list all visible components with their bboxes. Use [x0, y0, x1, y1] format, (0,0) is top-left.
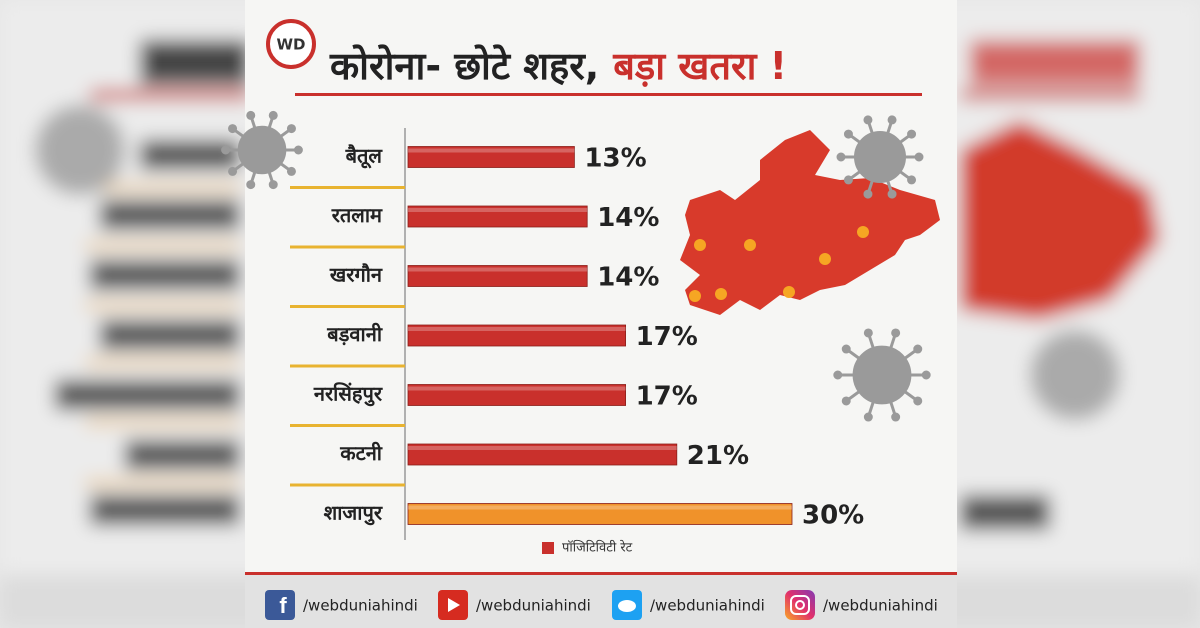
category-label: कटनी [339, 441, 383, 465]
virus-body [852, 345, 912, 405]
bar [407, 503, 793, 525]
virus-knob [228, 124, 238, 134]
virus-icons [221, 110, 931, 422]
virus-knob [863, 115, 873, 125]
bar-shine [408, 386, 626, 391]
bar-shine [408, 446, 677, 450]
footer-link: /webduniahindi [823, 597, 938, 615]
category-label: शाजापुर [324, 501, 383, 526]
footer-bar [245, 575, 957, 628]
map [680, 130, 940, 315]
category-label: बड़वानी [326, 322, 383, 346]
virus-knob [887, 115, 897, 125]
logo-text: WD [277, 36, 306, 54]
facebook-icon [265, 590, 295, 620]
chart-title: कोरोना- छोटे शहर, बड़ा खतरा ! [329, 44, 787, 88]
row-separator [290, 424, 405, 427]
virus-knob [286, 124, 296, 134]
virus-knob [843, 129, 853, 139]
svg-text:f: f [279, 593, 287, 618]
virus-knob [921, 370, 931, 380]
title-underline [295, 93, 922, 96]
footer-icons: f [265, 590, 815, 620]
virus-knob [228, 166, 238, 176]
plot: बैतूल 13% रतलाम 14% खरगौन 14% बड़वानी 17% नरसिंह… [290, 144, 864, 531]
bar [407, 384, 627, 406]
virus-knob [887, 189, 897, 199]
value-label: 30% [802, 501, 864, 531]
virus-knob [913, 396, 923, 406]
virus-knob [841, 344, 851, 354]
value-label: 14% [597, 203, 659, 233]
bar [407, 146, 575, 168]
logo: WD [266, 19, 316, 69]
footer-rule [245, 572, 957, 575]
virus-knob [268, 110, 278, 120]
category-label: बैतूल [345, 144, 384, 169]
bar-shine [408, 505, 792, 510]
virus [833, 328, 931, 422]
virus-knob [907, 175, 917, 185]
virus-knob [293, 145, 303, 155]
footer-link: /webduniahindi [650, 597, 765, 615]
value-label: 21% [687, 441, 749, 471]
bar-shine [408, 208, 588, 212]
virus-knob [907, 129, 917, 139]
virus-knob [836, 152, 846, 162]
virus-knob [863, 412, 873, 422]
virus-body [854, 131, 906, 183]
bar [407, 324, 627, 347]
legend-label: पॉजिटिविटी रेट [562, 540, 633, 556]
virus-knob [913, 344, 923, 354]
virus-knob [286, 166, 296, 176]
row-separator [290, 364, 405, 368]
value-label: 17% [636, 382, 698, 412]
virus-knob [268, 180, 278, 190]
virus-knob [843, 175, 853, 185]
virus-knob [891, 412, 901, 422]
bar-shine [408, 327, 626, 331]
value-label: 14% [597, 263, 659, 293]
virus [221, 110, 303, 190]
virus-knob [863, 328, 873, 338]
virus-knob [833, 370, 843, 380]
value-label: 13% [584, 144, 646, 174]
row-separator [290, 245, 405, 249]
category-label: रतलाम [331, 203, 383, 227]
legend-swatch [542, 542, 554, 554]
row-separator [290, 483, 405, 487]
title-highlight: बड़ा खतरा ! [612, 44, 787, 88]
legend: पॉजिटिविटी रेट [542, 540, 633, 556]
bar-shine [408, 267, 588, 272]
virus-knob [863, 189, 873, 199]
virus [836, 115, 924, 199]
bar-shine [408, 148, 575, 153]
footer-link: /webduniahindi [476, 597, 591, 615]
virus-knob [221, 145, 231, 155]
instagram-icon [785, 590, 815, 620]
value-label: 17% [636, 322, 698, 352]
virus-knob [914, 152, 924, 162]
bar [407, 205, 588, 228]
virus-knob [246, 110, 256, 120]
row-separator [290, 305, 405, 308]
category-label: नरसिंहपुर [313, 382, 383, 407]
title-main: कोरोना- छोटे शहर, [329, 44, 599, 88]
virus-knob [246, 180, 256, 190]
virus-knob [891, 328, 901, 338]
category-label: खरगौन [329, 263, 383, 287]
footer-link: /webduniahindi [303, 597, 418, 615]
bar [407, 443, 678, 466]
row-separator [290, 186, 405, 189]
virus-knob [841, 396, 851, 406]
bar [407, 265, 588, 287]
virus-body [237, 125, 287, 175]
footer-links: /webduniahindi/webduniahindi/webduniahin… [303, 597, 938, 615]
